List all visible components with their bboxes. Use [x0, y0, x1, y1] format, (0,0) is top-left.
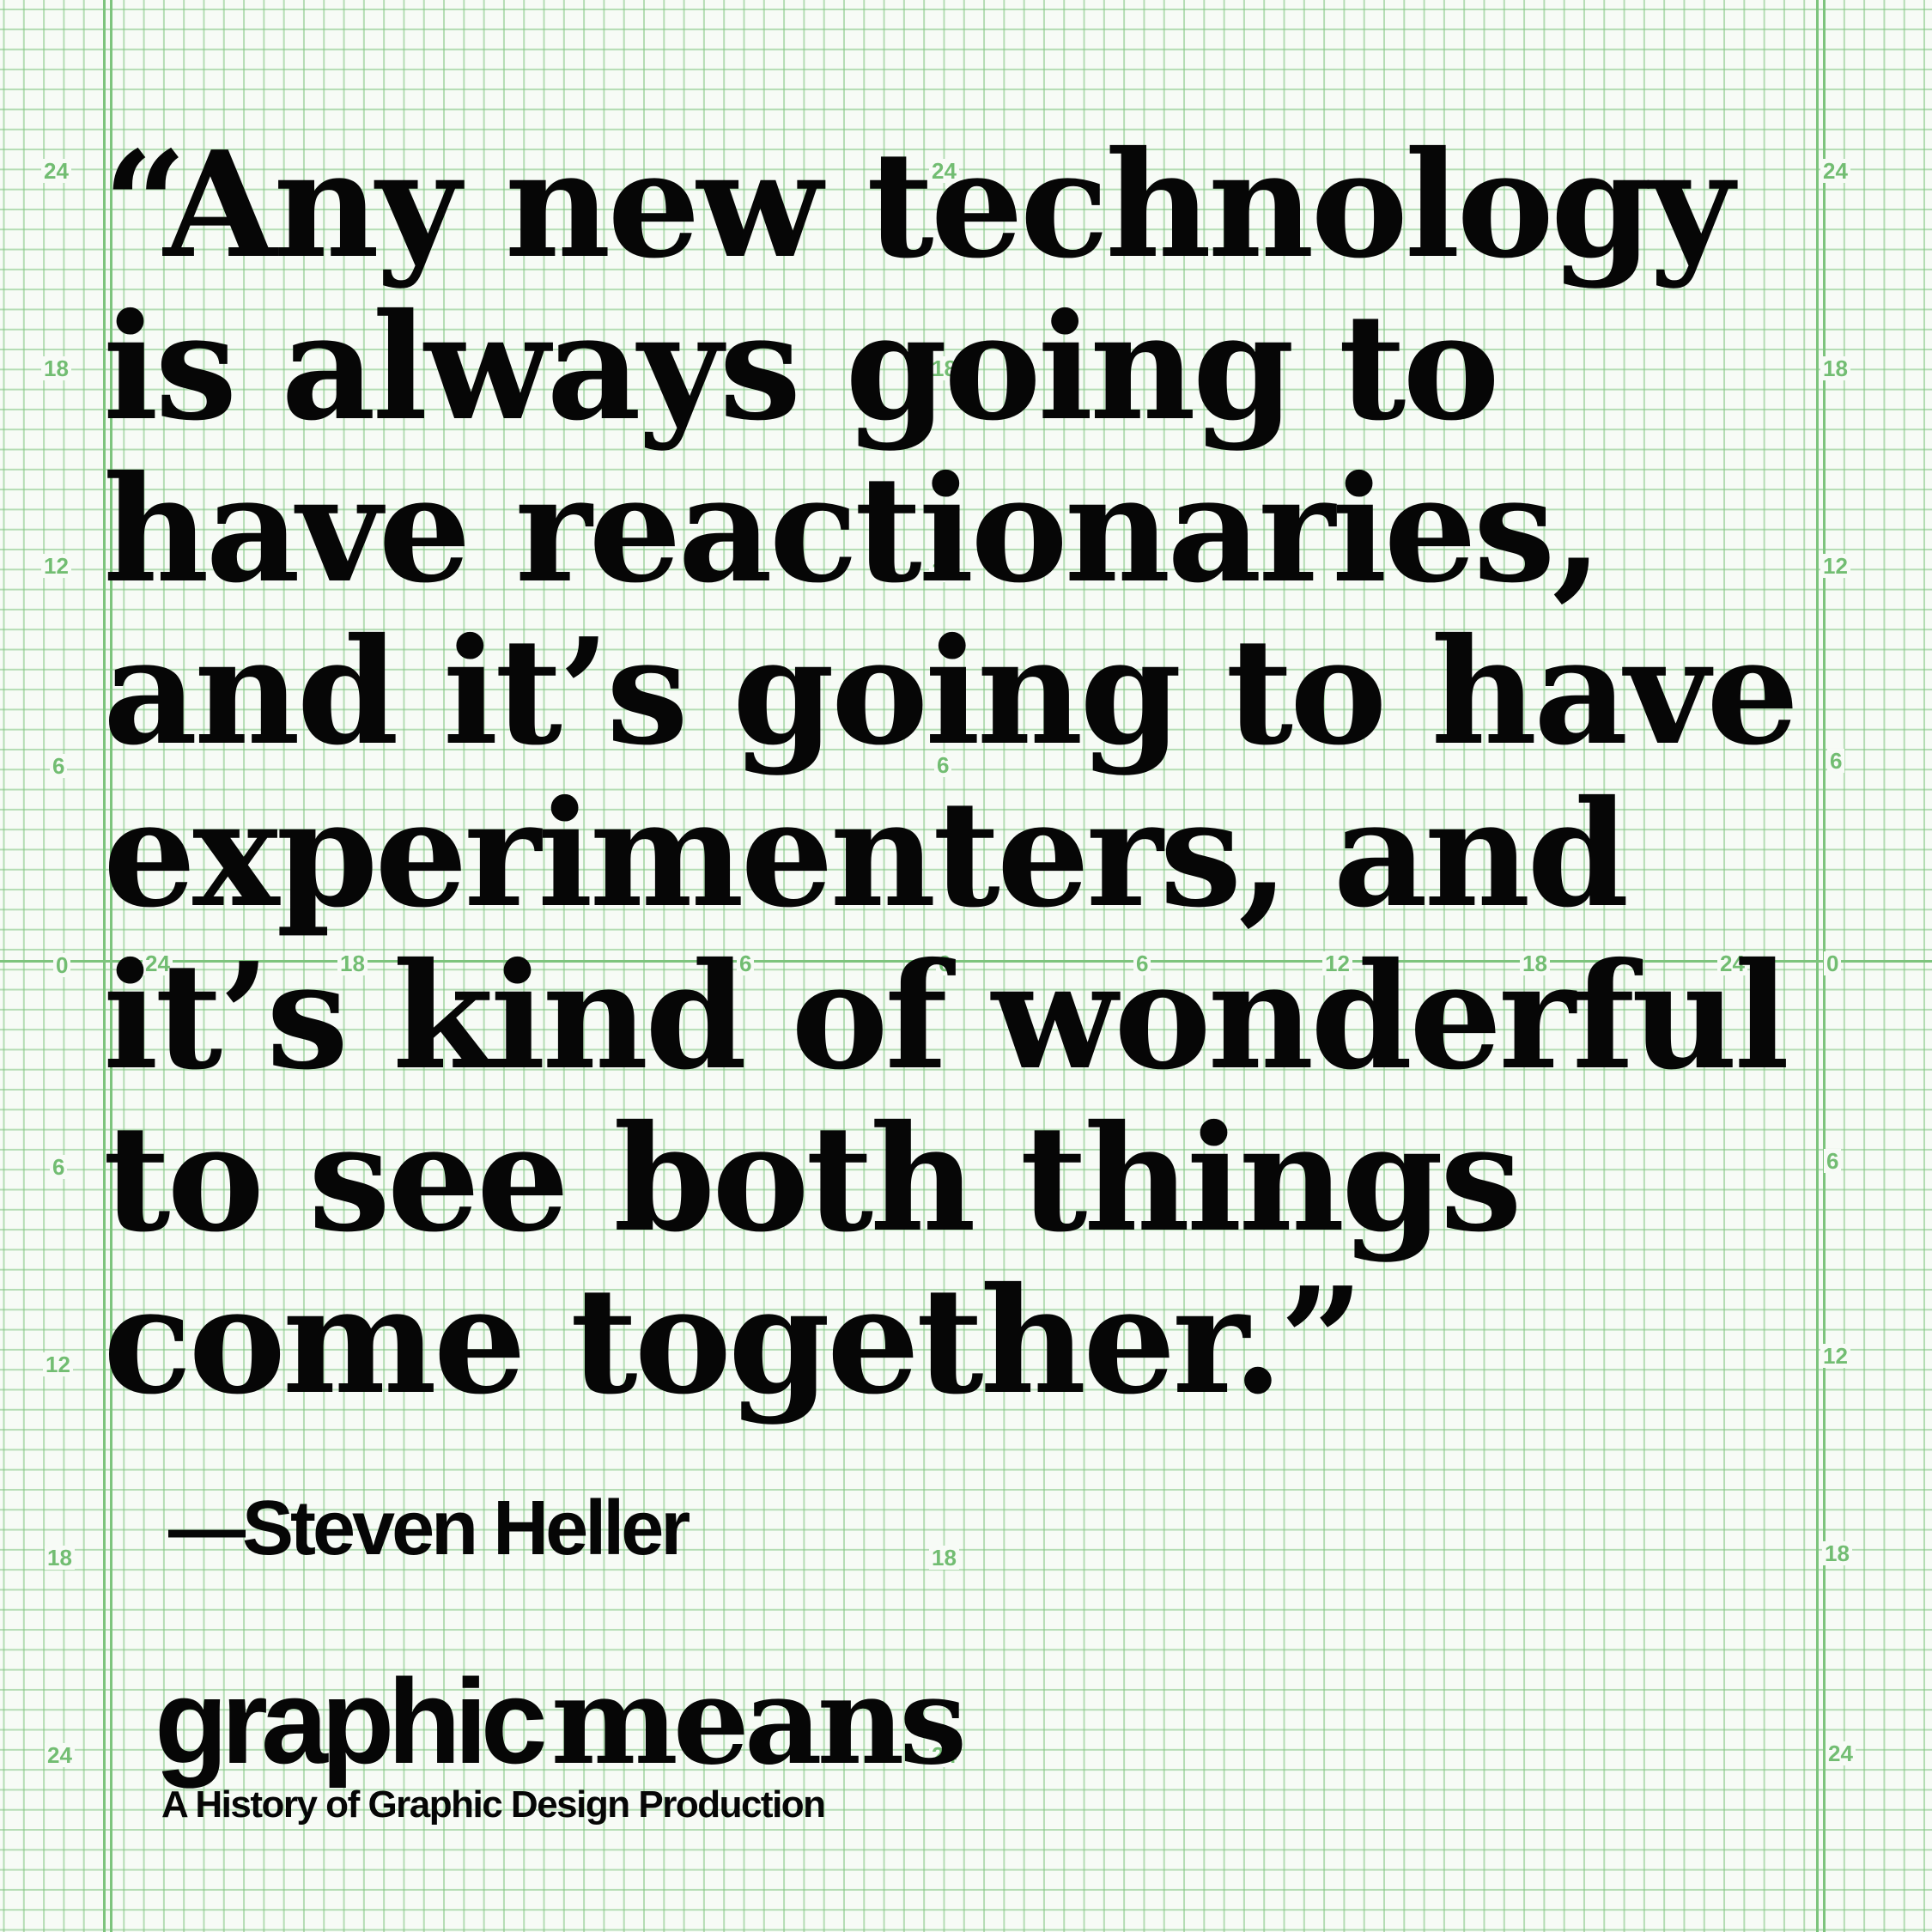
scale-label-center: 24: [929, 159, 959, 183]
logo-word-means: means: [550, 1651, 968, 1792]
scale-label-right: 0: [1824, 951, 1842, 975]
scale-label-center: 18: [929, 1546, 959, 1570]
logo-word-graphic: graphic: [155, 1654, 548, 1789]
scale-label-right: 24: [1820, 159, 1850, 183]
scale-label-right: 12: [1820, 1344, 1850, 1368]
grid-axis-line: [0, 960, 1932, 963]
scale-label-left: 24: [41, 159, 71, 183]
scale-label-horizontal: 24: [143, 951, 173, 975]
grid-major-line: [110, 0, 112, 1932]
scale-label-left: 6: [50, 754, 68, 778]
scale-label-horizontal: 18: [337, 951, 368, 975]
grid-major-line: [1816, 0, 1819, 1932]
scale-label-center: 12: [929, 558, 959, 582]
quote-attribution: —Steven Heller: [168, 1485, 690, 1571]
scale-label-horizontal: 12: [1322, 951, 1352, 975]
scale-label-left: 12: [43, 1352, 73, 1376]
scale-label-center: 6: [934, 753, 952, 777]
scale-label-right: 6: [1824, 1149, 1842, 1173]
scale-label-left: 12: [41, 554, 71, 578]
scale-label-left: 18: [45, 1546, 75, 1570]
scale-label-right: 18: [1820, 356, 1850, 380]
graphic-means-logo: graphicmeans: [155, 1662, 967, 1783]
scale-label-center: 18: [929, 356, 959, 380]
scale-label-left: 18: [41, 356, 71, 380]
scale-label-left: 24: [45, 1743, 75, 1767]
grid-major-line: [103, 0, 106, 1932]
logo-tagline: A History of Graphic Design Production: [161, 1783, 826, 1826]
scale-label-horizontal: 0: [936, 951, 954, 975]
scale-label-right: 24: [1826, 1741, 1856, 1765]
quote-text: “Any new technology is always going to h…: [103, 119, 1799, 1427]
scale-label-horizontal: 24: [1717, 951, 1747, 975]
scale-label-right: 12: [1820, 554, 1850, 578]
scale-label-horizontal: 6: [1133, 951, 1151, 975]
scale-label-horizontal: 6: [737, 951, 755, 975]
scale-label-horizontal: 18: [1520, 951, 1550, 975]
scale-label-right: 18: [1822, 1541, 1852, 1565]
scale-label-right: 6: [1827, 749, 1845, 773]
scale-label-left: 6: [50, 1155, 68, 1179]
scale-label-center: 24: [929, 1743, 959, 1767]
scale-label-left: 0: [53, 953, 71, 977]
